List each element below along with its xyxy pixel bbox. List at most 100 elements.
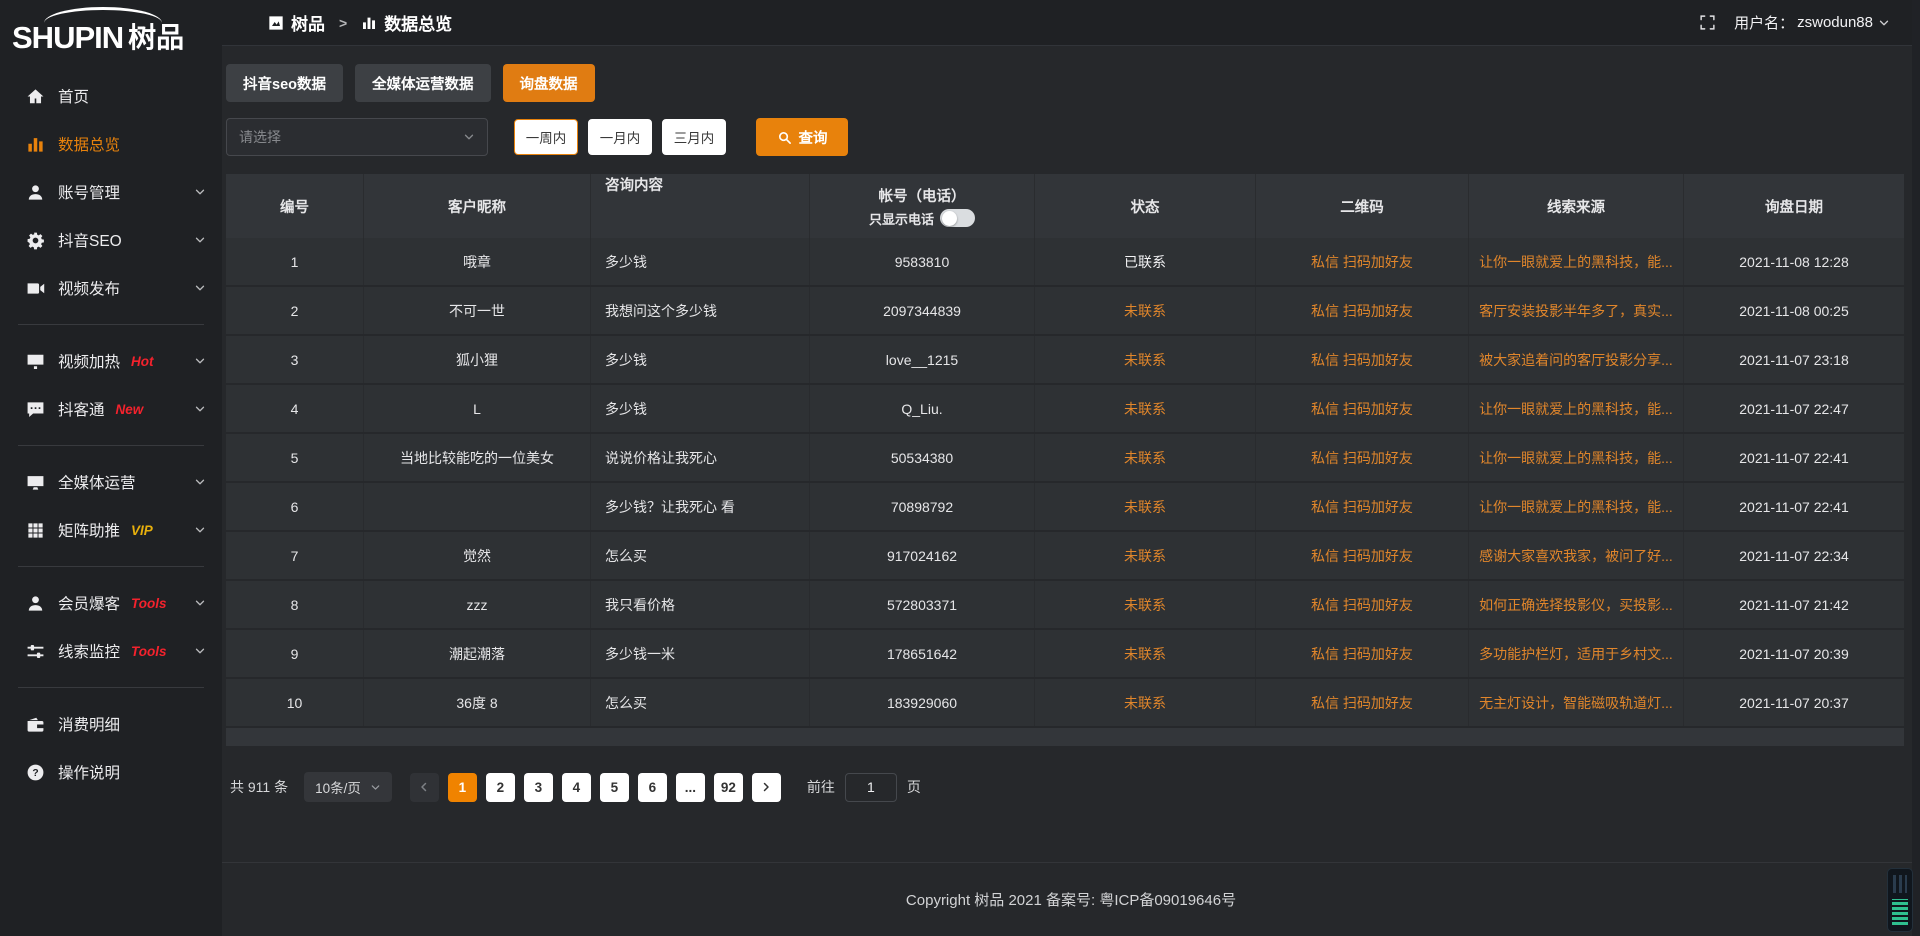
sidebar-item-label: 会员爆客	[58, 596, 121, 613]
sidebar-item[interactable]: 线索监控 Tools	[0, 627, 222, 675]
page-number-button[interactable]: 2	[485, 772, 515, 802]
app-logo[interactable]: SHUPIN 树品	[0, 0, 222, 64]
chevron-down-icon	[194, 186, 206, 198]
source-link[interactable]: 让你一眼就爱上的黑科技，能...	[1479, 253, 1673, 270]
sidebar-item-label: 消费明细	[58, 717, 121, 734]
sidebar-item-label: 线索监控	[58, 644, 121, 661]
filter-select[interactable]: 请选择	[226, 118, 488, 156]
search-button[interactable]: 查询	[756, 118, 848, 156]
header-source: 线索来源	[1469, 174, 1684, 238]
scrollbar-track[interactable]	[1912, 0, 1920, 936]
page-number-button[interactable]: 5	[599, 772, 629, 802]
cell-source: 让你一眼就爱上的黑科技，能...	[1469, 483, 1684, 530]
chevron-down-icon	[194, 476, 206, 488]
source-link[interactable]: 让你一眼就爱上的黑科技，能...	[1479, 498, 1673, 515]
sidebar-item[interactable]: 抖音SEO	[0, 216, 222, 264]
sidebar-item-label: 视频发布	[58, 281, 121, 298]
source-link[interactable]: 让你一眼就爱上的黑科技，能...	[1479, 400, 1673, 417]
sidebar-item[interactable]: 数据总览	[0, 120, 222, 168]
page-number-button[interactable]: 6	[637, 772, 667, 802]
cell-source: 客厅安装投影半年多了，真实...	[1469, 287, 1684, 334]
source-link[interactable]: 客厅安装投影半年多了，真实...	[1479, 302, 1673, 319]
header-qrcode: 二维码	[1256, 174, 1469, 238]
cell-nickname: 狐小狸	[364, 336, 591, 383]
date-range-button[interactable]: 三月内	[662, 119, 726, 155]
cell-account: 183929060	[810, 679, 1035, 726]
total-count: 共 911 条	[230, 779, 289, 795]
tab-button[interactable]: 全媒体运营数据	[355, 64, 491, 102]
phone-toggle-row: 只显示电话	[869, 209, 975, 228]
sidebar-item[interactable]: 账号管理	[0, 168, 222, 216]
topbar: 树品 > 数据总览 用户名： zswodun88	[222, 0, 1920, 46]
page-size-select[interactable]: 10条/页	[304, 772, 392, 802]
cell-id: 5	[226, 434, 364, 481]
tab-button[interactable]: 询盘数据	[502, 64, 595, 102]
goto-page-input[interactable]	[844, 772, 897, 802]
cell-account: 9583810	[810, 238, 1035, 285]
source-link[interactable]: 感谢大家喜欢我家，被问了好...	[1479, 547, 1673, 564]
cell-date: 2021-11-07 22:41	[1739, 449, 1849, 466]
sidebar-item[interactable]: 消费明细	[0, 700, 222, 748]
source-link[interactable]: 让你一眼就爱上的黑科技，能...	[1479, 449, 1673, 466]
sidebar-item[interactable]: 全媒体运营	[0, 458, 222, 506]
sidebar-item[interactable]: 首页	[0, 72, 222, 120]
qrcode-link[interactable]: 私信 扫码加好友	[1311, 449, 1413, 466]
date-range-button[interactable]: 一月内	[588, 119, 652, 155]
table-scrollbar[interactable]	[226, 728, 1904, 746]
source-link[interactable]: 无主灯设计，智能磁吸轨道灯...	[1479, 694, 1673, 711]
cell-status: 未联系	[1035, 679, 1256, 726]
chevron-down-icon	[194, 355, 206, 367]
tab-button[interactable]: 抖音seo数据	[226, 64, 343, 102]
fullscreen-icon[interactable]	[1699, 14, 1716, 31]
page-number-button[interactable]: ...	[675, 772, 705, 802]
page-number-button[interactable]: 92	[713, 772, 743, 802]
cell-status: 未联系	[1035, 434, 1256, 481]
sidebar-item[interactable]: 矩阵助推 VIP	[0, 506, 222, 554]
qrcode-link[interactable]: 私信 扫码加好友	[1311, 302, 1413, 319]
user-menu[interactable]: 用户名： zswodun88	[1734, 12, 1890, 33]
floating-widget[interactable]	[1887, 868, 1913, 932]
qrcode-link[interactable]: 私信 扫码加好友	[1311, 351, 1413, 368]
sidebar-item-label: 视频加热	[58, 354, 121, 371]
source-link[interactable]: 被大家追着问的客厅投影分享...	[1479, 351, 1673, 368]
chevron-down-icon	[194, 645, 206, 657]
qrcode-link[interactable]: 私信 扫码加好友	[1311, 547, 1413, 564]
table-body: 1 哦章 多少钱 9583810 已联系 私信 扫码加好友 让你一眼就爱上的黑科…	[226, 238, 1904, 728]
qrcode-link[interactable]: 私信 扫码加好友	[1311, 694, 1413, 711]
page-number-button[interactable]: 4	[561, 772, 591, 802]
sidebar-item-label: 全媒体运营	[58, 475, 136, 492]
table-row: 1 哦章 多少钱 9583810 已联系 私信 扫码加好友 让你一眼就爱上的黑科…	[226, 238, 1904, 287]
cell-status: 未联系	[1035, 532, 1256, 579]
content: 抖音seo数据 全媒体运营数据 询盘数据 请选择 一周内 一月内 三月内	[222, 46, 1920, 862]
cell-nickname: zzz	[364, 581, 591, 628]
sidebar-item[interactable]: 会员爆客 Tools	[0, 579, 222, 627]
sidebar-item[interactable]: 视频发布	[0, 264, 222, 312]
breadcrumb-root[interactable]: 树品	[291, 15, 325, 34]
date-range-button[interactable]: 一周内	[514, 119, 578, 155]
sidebar-item[interactable]: 抖客通 New	[0, 385, 222, 433]
filter-select-placeholder: 请选择	[239, 129, 281, 145]
search-button-label: 查询	[798, 130, 828, 147]
qrcode-link[interactable]: 私信 扫码加好友	[1311, 645, 1413, 662]
toggle-knob	[941, 210, 957, 226]
prev-page-button[interactable]	[409, 772, 439, 802]
source-link[interactable]: 如何正确选择投影仪，买投影...	[1479, 596, 1673, 613]
page-number-button[interactable]: 3	[523, 772, 553, 802]
sidebar-item[interactable]: ? 操作说明	[0, 748, 222, 796]
cell-qrcode: 私信 扫码加好友	[1256, 483, 1469, 530]
qrcode-link[interactable]: 私信 扫码加好友	[1311, 253, 1413, 270]
cell-date: 2021-11-07 20:37	[1739, 694, 1849, 711]
cell-source: 让你一眼就爱上的黑科技，能...	[1469, 434, 1684, 481]
page-number-button[interactable]: 1	[447, 772, 477, 802]
qrcode-link[interactable]: 私信 扫码加好友	[1311, 596, 1413, 613]
qrcode-link[interactable]: 私信 扫码加好友	[1311, 400, 1413, 417]
sidebar-item[interactable]: 视频加热 Hot	[0, 337, 222, 385]
source-link[interactable]: 多功能护栏灯，适用于乡村文...	[1479, 645, 1673, 662]
cell-content: 多少钱	[591, 238, 810, 285]
phone-only-toggle[interactable]	[940, 209, 975, 227]
sidebar-item-icon	[26, 87, 45, 106]
qrcode-link[interactable]: 私信 扫码加好友	[1311, 498, 1413, 515]
cell-source: 无主灯设计，智能磁吸轨道灯...	[1469, 679, 1684, 726]
next-page-button[interactable]	[751, 772, 781, 802]
cell-status: 未联系	[1035, 385, 1256, 432]
